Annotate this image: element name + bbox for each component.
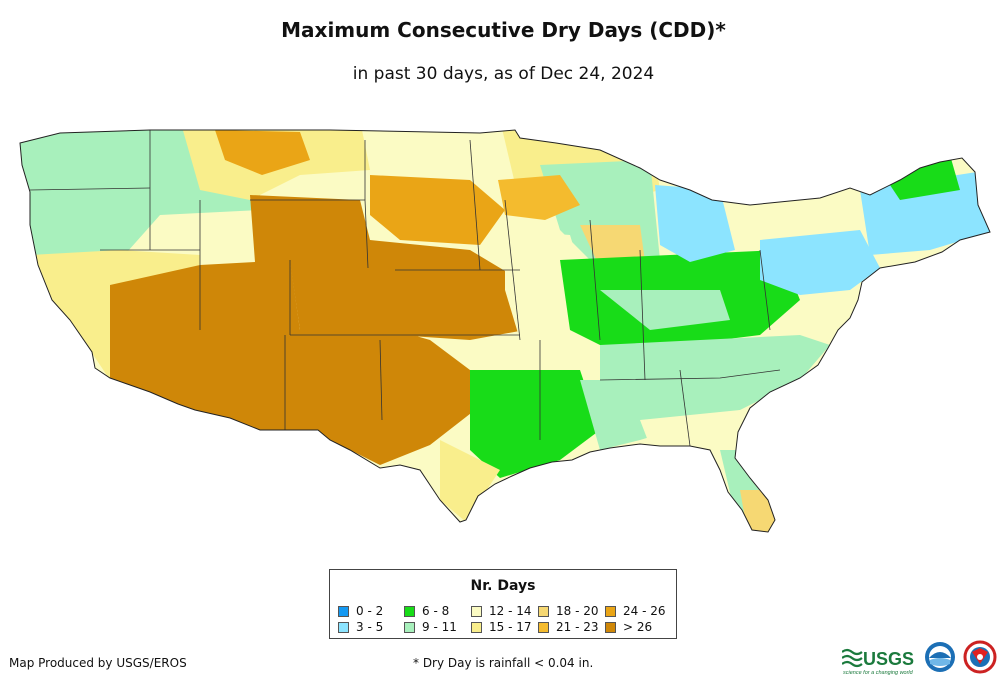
usgs-logo: USGS science for a changing world	[842, 648, 914, 676]
legend-swatch	[471, 605, 482, 617]
legend-swatch	[538, 621, 549, 633]
legend-item-9-11: 9 - 11	[404, 620, 457, 634]
legend-item-6-8: 6 - 8	[404, 604, 449, 618]
legend-swatch	[538, 605, 549, 617]
legend-item-3-5: 3 - 5	[338, 620, 383, 634]
legend-label: 21 - 23	[556, 620, 599, 634]
legend: Nr. Days 0 - 2 3 - 5 6 - 8 9 - 11 12 - 1…	[329, 569, 677, 639]
legend-item-24-26: 24 - 26	[605, 604, 666, 618]
map-subtitle: in past 30 days, as of Dec 24, 2024	[352, 64, 655, 84]
legend-label: 15 - 17	[489, 620, 532, 634]
cdd-regions	[20, 130, 990, 532]
state-boundaries	[29, 130, 781, 447]
legend-item-21-23: 21 - 23	[538, 620, 599, 634]
legend-swatch	[338, 605, 349, 617]
legend-swatch	[338, 621, 349, 633]
us-cdd-map	[19, 129, 991, 533]
legend-swatch	[605, 621, 616, 633]
legend-item-gt-26: > 26	[605, 620, 652, 634]
legend-swatch	[605, 605, 616, 617]
legend-label: 12 - 14	[489, 604, 532, 618]
legend-label: 6 - 8	[422, 604, 450, 618]
legend-item-15-17: 15 - 17	[471, 620, 532, 634]
usgs-wordmark: USGS	[863, 649, 914, 669]
noaa-logo	[925, 642, 955, 672]
legend-label: 0 - 2	[356, 604, 384, 618]
legend-label: 24 - 26	[623, 604, 666, 618]
legend-item-12-14: 12 - 14	[471, 604, 532, 618]
agency-logos: USGS science for a changing world	[842, 640, 997, 676]
legend-swatch	[404, 621, 415, 633]
legend-item-18-20: 18 - 20	[538, 604, 599, 618]
legend-title: Nr. Days	[470, 578, 536, 594]
usgs-tagline: science for a changing world	[843, 670, 914, 676]
legend-label: 3 - 5	[356, 620, 384, 634]
legend-label: > 26	[623, 620, 653, 634]
nws-logo	[963, 640, 997, 674]
legend-swatch	[404, 605, 415, 617]
legend-label: 9 - 11	[422, 620, 457, 634]
produced-by-credit: Map Produced by USGS/EROS	[9, 656, 187, 670]
map-title: Maximum Consecutive Dry Days (CDD)*	[281, 18, 726, 42]
legend-item-0-2: 0 - 2	[338, 604, 383, 618]
dry-day-footnote: * Dry Day is rainfall < 0.04 in.	[413, 656, 594, 670]
legend-swatch	[471, 621, 482, 633]
legend-label: 18 - 20	[556, 604, 599, 618]
